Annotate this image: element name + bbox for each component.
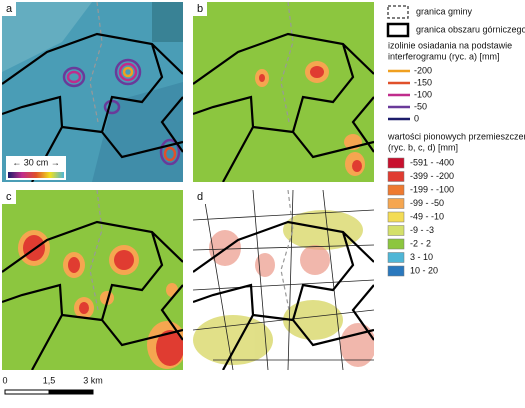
legend-label: -9 - -3 <box>410 225 434 235</box>
map-d <box>193 190 374 370</box>
panel-label: c <box>6 191 12 203</box>
legend-swatch <box>387 252 405 263</box>
legend-label: -99 - -50 <box>410 198 444 208</box>
panel-label: d <box>197 191 203 203</box>
legend-title: izolinie osiadania na podstawie <box>388 40 512 50</box>
legend-title: (ryc. b, c, d) [mm] <box>388 142 458 152</box>
legend-label: 3 - 10 <box>410 252 433 262</box>
scale-label: ← 30 cm → <box>12 157 60 167</box>
legend-label: -200 <box>414 65 432 75</box>
legend-title: interferogramu (ryc. a) [mm] <box>388 51 500 61</box>
scale-label: 3 km <box>83 375 103 385</box>
panel-label: a <box>6 3 13 15</box>
map-c <box>2 190 183 370</box>
legend-swatch <box>387 171 405 182</box>
map-b <box>193 2 374 182</box>
legend-label: 10 - 20 <box>410 265 438 275</box>
legend-swatch <box>387 211 405 223</box>
legend-swatch <box>387 184 405 196</box>
legend-swatch <box>387 265 405 277</box>
legend-label: -49 - -10 <box>410 211 444 221</box>
legend-label: 0 <box>414 113 419 123</box>
scale-label: 0 <box>2 375 7 385</box>
legend-swatch <box>387 225 405 236</box>
legend-label: granica obszaru górniczego <box>416 24 525 34</box>
legend-swatch <box>387 238 405 250</box>
panel-label: b <box>197 3 203 15</box>
legend-swatch <box>387 157 405 169</box>
legend-label: -50 <box>414 101 427 111</box>
legend-swatch <box>387 198 405 209</box>
scale-label: 1,5 <box>43 375 56 385</box>
map-a <box>2 2 183 182</box>
legend-title: wartości pionowych przemieszczeń <box>387 131 525 141</box>
scale-bar: 0 1,5 3 km <box>2 375 103 395</box>
legend-label: -199 - -100 <box>410 184 454 194</box>
legend-label: -2 - 2 <box>410 238 431 248</box>
legend-label: -100 <box>414 89 432 99</box>
legend-label: -591 - -400 <box>410 157 454 167</box>
legend-label: -399 - -200 <box>410 171 454 181</box>
legend-label: granica gminy <box>416 6 473 16</box>
legend-label: -150 <box>414 77 432 87</box>
